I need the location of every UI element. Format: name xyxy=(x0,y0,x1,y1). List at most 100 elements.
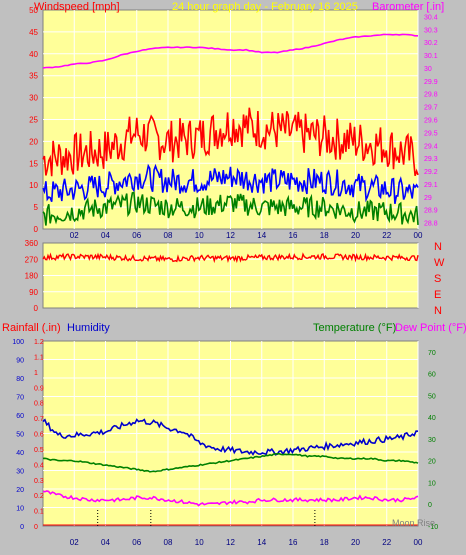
humidity-tick-label: 0 xyxy=(20,524,24,531)
humidity-tick-label: 70 xyxy=(16,395,24,402)
rain-tick-label: 0 xyxy=(34,524,38,531)
barometer-tick-label: 29.2 xyxy=(424,169,438,176)
humidity-x-axis-ticks: 02 04 06 08 10 12 14 16 18 20 22 00 xyxy=(70,538,423,547)
humidity-x-tick-label: 14 xyxy=(257,538,266,547)
wind-x-tick-label: 00 xyxy=(414,231,423,240)
temperature-tick-label: 0 xyxy=(428,502,432,509)
humidity-x-tick-label: 02 xyxy=(70,538,79,547)
humidity-tick-label: 60 xyxy=(16,413,24,420)
temperature-tick-label: 20 xyxy=(428,459,436,466)
wind-tick-label: 25 xyxy=(29,116,38,125)
wind-tick-label: 40 xyxy=(29,50,38,59)
humidity-x-tick-label: 04 xyxy=(101,538,110,547)
rainfall-axis-label: Rainfall (.in) xyxy=(2,322,61,334)
rain-tick-label: 0.3 xyxy=(34,478,44,485)
barometer-tick-label: 29.4 xyxy=(424,143,438,150)
humidity-x-tick-label: 18 xyxy=(320,538,329,547)
temperature-tick-label: 40 xyxy=(428,415,436,422)
barometer-line xyxy=(42,33,418,69)
barometer-tick-label: 28.8 xyxy=(424,221,438,228)
rain-tick-label: 0.6 xyxy=(34,432,44,439)
barometer-tick-label: 30.1 xyxy=(424,53,438,60)
barometer-tick-label: 28.9 xyxy=(424,208,438,215)
compass-letter: N xyxy=(434,241,442,253)
dewpoint-axis-label: Dew Point (°F) xyxy=(395,322,466,334)
wind-direction-line xyxy=(42,252,419,264)
wind-x-tick-label: 06 xyxy=(132,231,141,240)
rain-tick-label: 0.4 xyxy=(34,462,44,469)
humidity-x-tick-label: 00 xyxy=(414,538,423,547)
barometer-tick-label: 30.3 xyxy=(424,27,438,34)
wind-tick-label: 0 xyxy=(34,225,39,234)
temperature-tick-label: 10 xyxy=(428,480,436,487)
wind-x-tick-label: 20 xyxy=(351,231,360,240)
barometer-tick-label: 29.1 xyxy=(424,182,438,189)
wind-tick-label: 30 xyxy=(29,94,38,103)
barometer-tick-label: 29.8 xyxy=(424,92,438,99)
wind-x-tick-label: 18 xyxy=(320,231,329,240)
humidity-x-tick-label: 06 xyxy=(132,538,141,547)
barometer-tick-label: 29.3 xyxy=(424,156,438,163)
humidity-x-tick-label: 20 xyxy=(351,538,360,547)
direction-series xyxy=(42,252,419,264)
direction-tick-label: 0 xyxy=(34,304,39,313)
humidity-tick-label: 80 xyxy=(16,376,24,383)
compass-letter: N xyxy=(434,305,442,317)
wind-low-line xyxy=(42,191,419,226)
temperature-axis-label: Temperature (°F) xyxy=(313,322,396,334)
wind-x-tick-label: 12 xyxy=(226,231,235,240)
rain-tick-label: 0.1 xyxy=(34,509,44,516)
barometer-tick-label: 30.2 xyxy=(424,40,438,47)
barometer-tick-label: 29.6 xyxy=(424,118,438,125)
humidity-x-tick-label: 16 xyxy=(289,538,298,547)
compass-letter: E xyxy=(434,289,441,301)
rain-tick-label: 0.8 xyxy=(34,401,44,408)
direction-tick-label: 180 xyxy=(25,272,39,281)
moon-rise-label: Moon Rise xyxy=(392,518,435,528)
rain-tick-label: 0.2 xyxy=(34,493,44,500)
barometer-tick-label: 30 xyxy=(424,66,432,73)
barometer-y-axis-ticks: 28.8 28.9 29 29.1 29.2 29.3 29.4 29.5 29.6 29.7 29… xyxy=(424,14,438,227)
rain-tick-label: 0.7 xyxy=(34,416,44,423)
humidity-temperature-series xyxy=(42,418,419,526)
temperature-y-axis-ticks: -10 0 10 20 30 40 50 60 70 xyxy=(428,350,438,531)
barometer-tick-label: 29 xyxy=(424,195,432,202)
humidity-x-tick-label: 22 xyxy=(382,538,391,547)
rain-y-axis-ticks: 0 0.1 0.2 0.3 0.4 0.5 0.6 0.7 0.8 0.9 1 1.1 1.2 xyxy=(34,339,44,531)
wind-barometer-series xyxy=(42,33,419,226)
wind-x-tick-label: 10 xyxy=(195,231,204,240)
barometer-tick-label: 29.7 xyxy=(424,105,438,112)
wind-grid xyxy=(43,10,419,229)
humidity-tick-label: 100 xyxy=(12,339,24,346)
rain-tick-label: 0.9 xyxy=(34,385,44,392)
wind-x-tick-label: 16 xyxy=(289,231,298,240)
temperature-tick-label: 60 xyxy=(428,372,436,379)
temperature-tick-label: 50 xyxy=(428,393,436,400)
wind-tick-label: 5 xyxy=(34,203,39,212)
wind-tick-label: 35 xyxy=(29,72,38,81)
wind-x-tick-label: 08 xyxy=(164,231,173,240)
windspeed-axis-label: Windspeed [mph] xyxy=(34,1,120,13)
humidity-grid xyxy=(43,341,419,526)
barometer-tick-label: 29.9 xyxy=(424,79,438,86)
temperature-tick-label: 70 xyxy=(428,350,436,357)
humidity-tick-label: 90 xyxy=(16,358,24,365)
direction-tick-label: 270 xyxy=(25,255,39,264)
wind-x-axis-ticks: 02 04 06 08 10 12 14 16 18 20 22 00 xyxy=(70,231,423,240)
barometer-tick-label: 30.4 xyxy=(424,14,438,21)
wind-speed-line xyxy=(42,163,419,204)
humidity-tick-label: 50 xyxy=(16,432,24,439)
wind-x-tick-label: 02 xyxy=(70,231,79,240)
humidity-x-tick-label: 10 xyxy=(195,538,204,547)
wind-x-tick-label: 04 xyxy=(101,231,110,240)
wind-tick-label: 15 xyxy=(29,159,38,168)
dewpoint-line xyxy=(42,490,419,507)
wind-x-tick-label: 22 xyxy=(382,231,391,240)
direction-tick-label: 360 xyxy=(25,239,39,248)
direction-tick-label: 90 xyxy=(29,288,38,297)
wind-tick-label: 45 xyxy=(29,28,38,37)
humidity-x-tick-label: 08 xyxy=(164,538,173,547)
